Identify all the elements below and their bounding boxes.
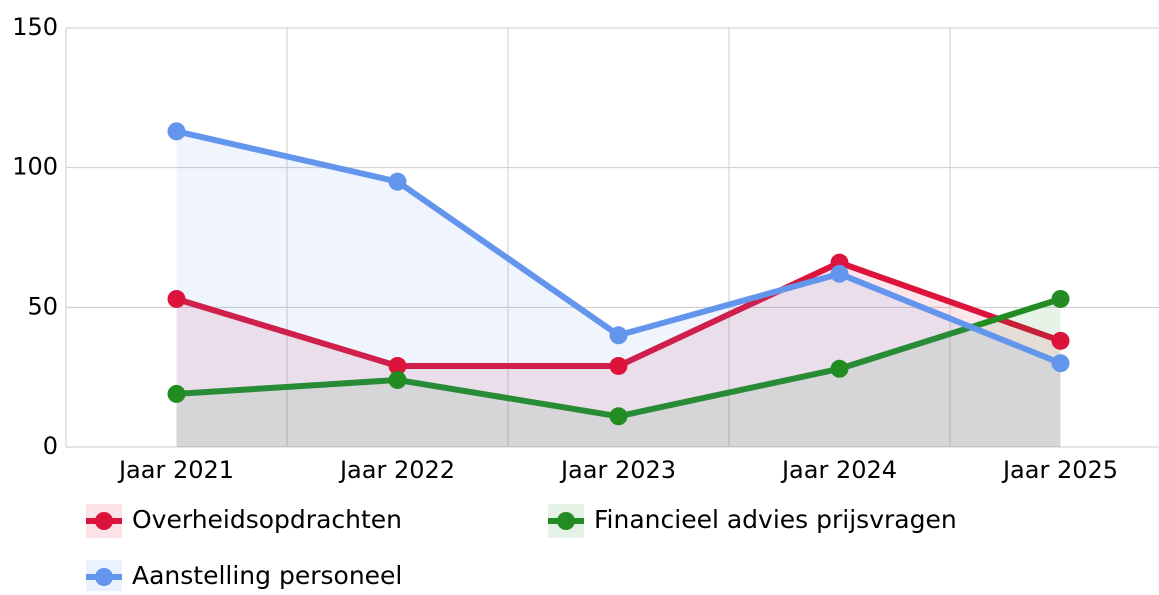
point: [1051, 354, 1070, 373]
area: [176, 262, 1061, 447]
legend-item: Aanstelling personeel: [86, 560, 402, 594]
point: [830, 264, 849, 283]
legend-dot: [95, 568, 113, 586]
legend-item: Financieel advies prijsvragen: [548, 504, 957, 538]
area: [176, 131, 1061, 447]
point: [609, 326, 628, 345]
y-tick-label: 100: [12, 153, 58, 181]
point: [167, 122, 186, 141]
point: [167, 384, 186, 403]
point: [1051, 331, 1070, 350]
area: [176, 298, 1061, 447]
x-tick-label: Jaar 2021: [117, 456, 234, 484]
x-tick-label: Jaar 2024: [780, 456, 897, 484]
y-tick-label: 0: [43, 432, 58, 460]
y-tick-label: 50: [27, 292, 58, 320]
point: [388, 172, 407, 191]
y-tick-label: 150: [12, 13, 58, 41]
legend-item: Overheidsopdrachten: [86, 504, 402, 538]
legend-dot: [557, 512, 575, 530]
x-tick-label: Jaar 2025: [1001, 456, 1118, 484]
point: [388, 370, 407, 389]
x-tick-label: Jaar 2022: [338, 456, 455, 484]
point: [609, 356, 628, 375]
legend-label: Aanstelling personeel: [132, 561, 402, 590]
legend-dot: [95, 512, 113, 530]
point: [830, 359, 849, 378]
point: [388, 356, 407, 375]
x-tick-label: Jaar 2023: [559, 456, 676, 484]
legend-label: Overheidsopdrachten: [132, 505, 402, 534]
legend-label: Financieel advies prijsvragen: [594, 505, 957, 534]
point: [1051, 289, 1070, 308]
point: [167, 289, 186, 308]
point: [609, 407, 628, 426]
